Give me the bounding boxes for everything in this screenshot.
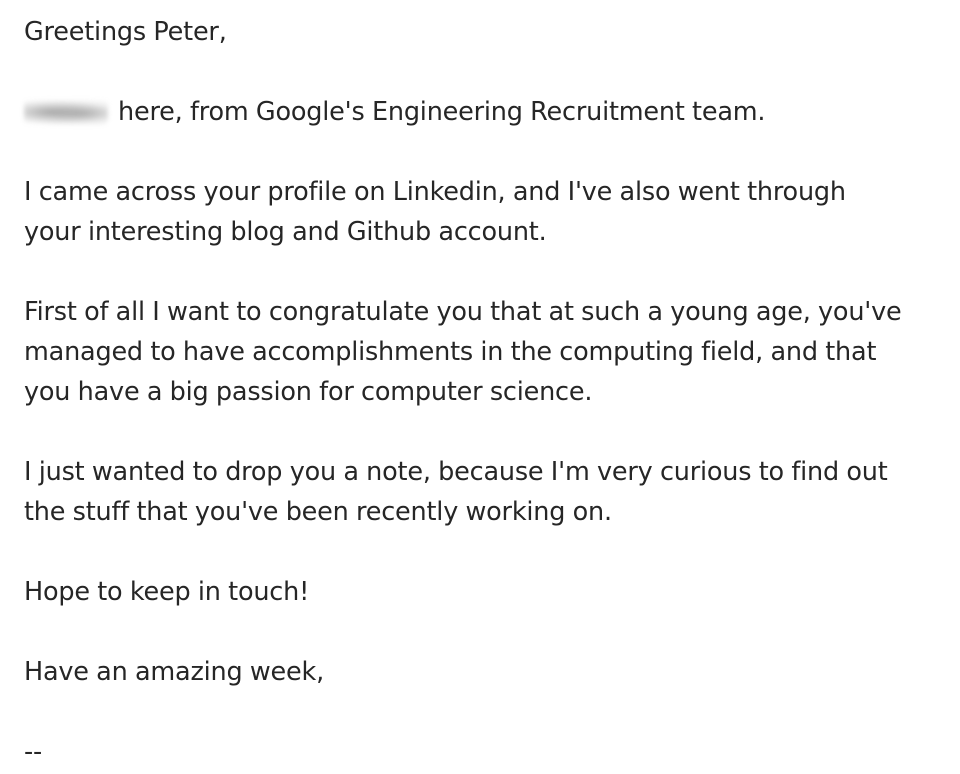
- redacted-sender-name: [24, 99, 108, 125]
- closing-keep-in-touch: Hope to keep in touch!: [24, 577, 310, 607]
- email-body: Greetings Peter, here, from Google's Eng…: [24, 12, 954, 772]
- intro-text: here, from Google's Engineering Recruitm…: [118, 97, 766, 127]
- paragraph-line: the stuff that you've been recently work…: [24, 497, 612, 527]
- paragraph-congratulations: First of all I want to congratulate you …: [24, 292, 954, 412]
- paragraph-line: you have a big passion for computer scie…: [24, 377, 593, 407]
- paragraph-line: I came across your profile on Linkedin, …: [24, 177, 846, 207]
- paragraph-profile: I came across your profile on Linkedin, …: [24, 172, 954, 252]
- paragraph-line: your interesting blog and Github account…: [24, 217, 547, 247]
- closing-sign-off: Have an amazing week,: [24, 657, 325, 687]
- paragraph-line: First of all I want to congratulate you …: [24, 297, 902, 327]
- paragraph-line: I just wanted to drop you a note, becaus…: [24, 457, 888, 487]
- intro-line: here, from Google's Engineering Recruitm…: [24, 92, 954, 132]
- paragraph-line: managed to have accomplishments in the c…: [24, 337, 877, 367]
- paragraph-note: I just wanted to drop you a note, becaus…: [24, 452, 954, 532]
- signature-separator: --: [24, 737, 43, 767]
- greeting: Greetings Peter,: [24, 17, 227, 47]
